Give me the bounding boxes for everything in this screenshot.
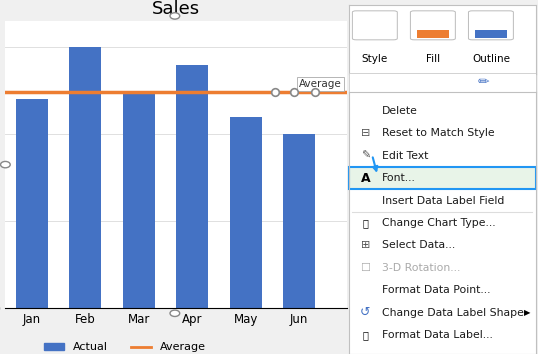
Bar [16,99,48,308]
Text: ✏: ✏ [478,75,489,89]
Bar [475,30,507,38]
Text: Change Data Label Shape: Change Data Label Shape [383,308,524,318]
Text: Format Data Label...: Format Data Label... [383,330,493,340]
Text: Insert Data Label Field: Insert Data Label Field [383,196,505,206]
FancyBboxPatch shape [410,11,455,40]
Text: 🖌: 🖌 [363,330,369,340]
Text: 3-D Rotation...: 3-D Rotation... [383,263,461,273]
Text: Outline: Outline [472,54,510,64]
FancyBboxPatch shape [469,11,513,40]
Text: Edit Text: Edit Text [383,151,429,161]
Text: Style: Style [362,54,388,64]
Text: ▶: ▶ [523,308,530,317]
Bar [417,30,449,38]
Text: Fill: Fill [426,54,440,64]
Bar [283,134,315,308]
Text: ✎: ✎ [361,151,370,161]
Bar [230,117,261,308]
FancyBboxPatch shape [352,11,397,40]
Text: Font...: Font... [383,173,416,183]
Bar [349,167,536,189]
Text: A: A [360,172,370,185]
Text: Change Chart Type...: Change Chart Type... [383,218,496,228]
Text: ☐: ☐ [360,263,371,273]
Text: ↺: ↺ [360,306,371,319]
Text: ⊞: ⊞ [361,240,370,250]
Bar [176,65,208,308]
Text: Select Data...: Select Data... [383,240,456,250]
Text: Average: Average [299,79,342,89]
Text: 📊: 📊 [363,218,369,228]
Title: Sales: Sales [152,0,200,18]
Text: Reset to Match Style: Reset to Match Style [383,129,495,138]
Legend: Actual, Average: Actual, Average [40,338,210,354]
Text: Format Data Point...: Format Data Point... [383,285,491,295]
Bar [123,91,155,308]
Bar [69,47,102,308]
Text: ⊟: ⊟ [361,129,370,138]
Text: Delete: Delete [383,106,418,116]
